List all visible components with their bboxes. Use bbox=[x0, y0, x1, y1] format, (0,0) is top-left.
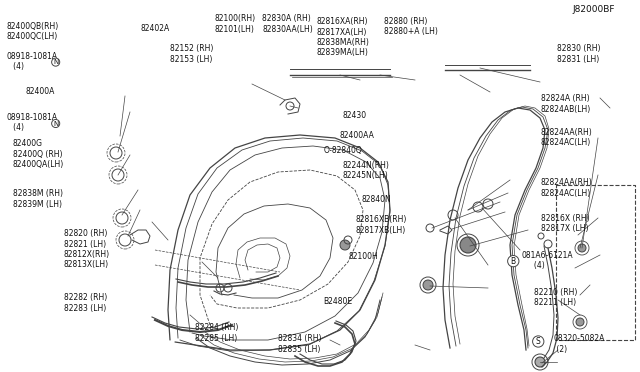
Text: 82100(RH)
82101(LH): 82100(RH) 82101(LH) bbox=[214, 15, 255, 34]
Text: 82816XB(RH)
82817XB(LH): 82816XB(RH) 82817XB(LH) bbox=[355, 215, 406, 235]
Text: 82430: 82430 bbox=[342, 111, 367, 120]
Text: 82824A (RH)
82824AB(LH): 82824A (RH) 82824AB(LH) bbox=[541, 94, 591, 114]
Text: S: S bbox=[536, 337, 541, 346]
Text: 82400QB(RH)
82400QC(LH): 82400QB(RH) 82400QC(LH) bbox=[6, 22, 59, 41]
Circle shape bbox=[535, 357, 545, 367]
Text: 82400AA: 82400AA bbox=[339, 131, 374, 140]
Text: N: N bbox=[53, 59, 58, 65]
Text: O-82840Q: O-82840Q bbox=[323, 146, 362, 155]
Text: 82840N: 82840N bbox=[362, 195, 391, 203]
Text: 82100H: 82100H bbox=[349, 252, 378, 261]
Text: 82824AA(RH)
82824AC(LH): 82824AA(RH) 82824AC(LH) bbox=[541, 178, 593, 198]
Text: 82284 (RH)
82285 (LH): 82284 (RH) 82285 (LH) bbox=[195, 323, 239, 343]
Text: 82816X (RH)
82817X (LH): 82816X (RH) 82817X (LH) bbox=[541, 214, 589, 233]
Text: 82880 (RH)
82880+A (LH): 82880 (RH) 82880+A (LH) bbox=[384, 17, 438, 36]
Text: 081A6-6121A
     (4): 081A6-6121A (4) bbox=[522, 251, 573, 270]
Text: 82834 (RH)
82835 (LH): 82834 (RH) 82835 (LH) bbox=[278, 334, 322, 354]
Text: J82000BF: J82000BF bbox=[573, 5, 615, 14]
Text: 82400G
82400Q (RH)
82400QA(LH): 82400G 82400Q (RH) 82400QA(LH) bbox=[13, 140, 64, 169]
Text: 82820 (RH)
82821 (LH)
82812X(RH)
82813X(LH): 82820 (RH) 82821 (LH) 82812X(RH) 82813X(… bbox=[64, 229, 110, 269]
Text: 82244N(RH)
82245N(LH): 82244N(RH) 82245N(LH) bbox=[342, 161, 389, 180]
Circle shape bbox=[460, 237, 476, 253]
Circle shape bbox=[578, 244, 586, 252]
Circle shape bbox=[423, 280, 433, 290]
Text: N: N bbox=[53, 121, 58, 126]
Text: B2480E: B2480E bbox=[323, 297, 353, 306]
Circle shape bbox=[576, 318, 584, 326]
Text: 82816XA(RH)
82817XA(LH)
82838MA(RH)
82839MA(LH): 82816XA(RH) 82817XA(LH) 82838MA(RH) 8283… bbox=[317, 17, 370, 57]
Text: 82824AA(RH)
82824AC(LH): 82824AA(RH) 82824AC(LH) bbox=[541, 128, 593, 147]
Text: B: B bbox=[511, 257, 516, 266]
Text: 82282 (RH)
82283 (LH): 82282 (RH) 82283 (LH) bbox=[64, 294, 108, 313]
Text: 82830 (RH)
82831 (LH): 82830 (RH) 82831 (LH) bbox=[557, 44, 600, 64]
Text: 82210 (RH)
82211 (LH): 82210 (RH) 82211 (LH) bbox=[534, 288, 578, 307]
Text: 82400A: 82400A bbox=[26, 87, 55, 96]
Text: 08918-1081A
   (4): 08918-1081A (4) bbox=[6, 52, 58, 71]
Text: 08918-1081A
   (4): 08918-1081A (4) bbox=[6, 113, 58, 132]
Text: 82838M (RH)
82839M (LH): 82838M (RH) 82839M (LH) bbox=[13, 189, 63, 209]
Text: 82402A: 82402A bbox=[141, 24, 170, 33]
Text: 82152 (RH)
82153 (LH): 82152 (RH) 82153 (LH) bbox=[170, 44, 213, 64]
Circle shape bbox=[340, 240, 350, 250]
Text: 82830A (RH)
82830AA(LH): 82830A (RH) 82830AA(LH) bbox=[262, 15, 313, 34]
Text: 08320-5082A
 (2): 08320-5082A (2) bbox=[554, 334, 605, 354]
